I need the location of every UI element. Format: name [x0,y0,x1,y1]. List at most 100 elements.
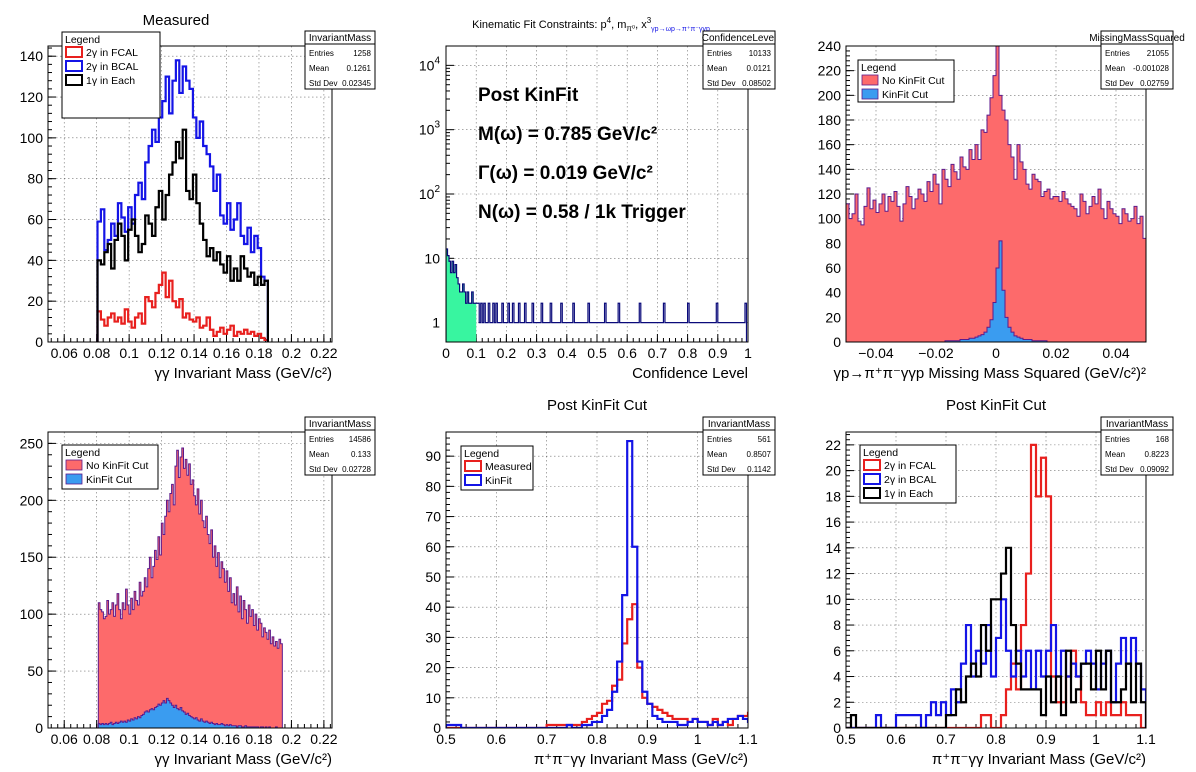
legend-swatch [861,88,879,100]
legend-title: Legend [464,448,499,460]
legend-entry: 2γ in FCAL [86,47,138,59]
series-no-kinfit-cut-area [846,46,1146,342]
x-axis-label: γγ Invariant Mass (GeV/c²) [154,751,332,768]
x-axis-label: γγ Invariant Mass (GeV/c²) [154,365,332,382]
series-2-in-bcal-line [96,59,269,342]
x-tick-label: 1.1 [1136,731,1156,747]
stats-box: InvariantMass Entries 14586 Mean 0.133 Std De… [304,416,376,476]
stats-name: InvariantMass [309,33,371,44]
x-tick-label: 0.14 [180,345,207,361]
y-tick-label: 22 [825,437,841,453]
annotation-text: Γ(ω) = 0.019 GeV/c² [478,163,653,184]
x-tick-label: 0.9 [638,731,658,747]
y-tick-label: 20 [27,293,43,309]
y-tick-label: 102 [419,184,441,202]
annotation-text: M(ω) = 0.785 GeV/c² [478,124,657,145]
x-tick-label: 0.12 [148,345,175,361]
y-tick-label: 30 [425,629,441,645]
panel-5: 0.5 0.6 0.7 0.8 0.9 1 1.1 0 10 20 30 40 50 60 70 80 90 Po… [425,397,776,768]
series-1-in-each-line [846,546,1146,728]
y-tick-label: 6 [833,643,841,659]
stats-key: Entries [1105,49,1130,58]
y-tick-label: 40 [27,252,43,268]
stats-value: 0.02345 [342,79,371,88]
x-tick-label: 0.16 [213,345,240,361]
stats-value: 0.1261 [347,64,372,73]
x-axis-label: π⁺π⁻γγ Invariant Mass (GeV/c²) [534,751,748,768]
y-tick-label: 10 [424,250,440,266]
stats-value: 21055 [1147,49,1170,58]
x-tick-label: 0.8 [587,731,607,747]
legend-entry: No KinFit Cut [86,460,149,472]
stats-key: Std Dev [707,79,735,88]
stats-value: 168 [1156,435,1170,444]
y-tick-label: 100 [818,211,842,227]
series-layer [846,443,1146,728]
stats-key: Std Dev [309,79,337,88]
y-tick-label: 20 [825,309,841,325]
x-tick-label: 0.3 [527,345,547,361]
chart-title: Measured [143,12,210,29]
stats-key: Entries [1105,435,1130,444]
stats-value: 0.8507 [747,450,772,459]
stats-value: 0.09092 [1140,465,1169,474]
x-tick-label: 0.2 [497,345,517,361]
series-layer [846,46,1146,342]
series-2-in-fcal-line [846,443,1146,728]
stats-key: Entries [309,49,334,58]
stats-frame [702,416,776,476]
legend-title: Legend [65,34,100,46]
y-tick-label: 120 [20,89,44,105]
stats-box: MissingMassSquared Entries 21055 Mean -0.001… [1089,30,1185,90]
chart-title: Kinematic Fit Constraints: p4, mπ⁰, x3γp… [472,16,710,33]
y-tick-label: 20 [425,660,441,676]
y-tick-label: 240 [818,38,842,54]
y-tick-label: 140 [20,48,44,64]
series-2-in-fcal-line [96,271,269,342]
panel-3: −0.04 −0.02 0 0.02 0.04 0 20 40 60 80 100 120 140 160… [818,30,1185,382]
stats-frame [702,30,776,90]
x-tick-label: 0.8 [678,345,698,361]
y-tick-label: 100 [20,606,44,622]
x-tick-label: 0 [992,345,1000,361]
x-tick-label: 0.12 [148,731,175,747]
stats-frame [304,416,376,476]
stats-box: InvariantMass Entries 561 Mean 0.8507 Std Dev… [702,416,776,476]
y-tick-label: 150 [20,549,44,565]
legend-swatch [863,473,881,485]
y-tick-label: 0 [833,334,841,350]
y-tick-label: 14 [825,540,841,556]
plot-frame [445,431,749,729]
y-tick-label: 0 [35,334,43,350]
y-tick-label: 0 [433,720,441,736]
series-kinfit-cut-area [97,697,283,728]
plot-frame [47,431,333,729]
stats-frame [1100,30,1174,90]
stats-value: 0.08502 [742,79,771,88]
x-tick-label: 0.1 [466,345,486,361]
stats-key: Mean [1105,64,1125,73]
stats-key: Entries [707,49,732,58]
legend-title: Legend [861,62,896,74]
x-tick-label: 0.08 [83,731,110,747]
y-tick-label: 120 [818,186,842,202]
x-axis-label: γp→π⁺π⁻γγp Missing Mass Squared (GeV/c²)… [834,365,1146,382]
y-tick-label: 60 [425,539,441,555]
x-axis-label: Confidence Level [632,365,748,382]
x-tick-label: 0.5 [436,731,456,747]
x-tick-label: 0.8 [986,731,1006,747]
y-tick-label: 40 [825,285,841,301]
legend-entry: KinFit Cut [86,474,132,486]
stats-value: 0.8223 [1145,450,1170,459]
x-tick-label: 0.22 [310,731,337,747]
legend-swatch [464,460,482,472]
legend-title: Legend [65,447,100,459]
x-tick-label: 0.08 [83,345,110,361]
y-tick-label: 250 [20,435,44,451]
y-tick-label: 100 [20,130,44,146]
legend-entry: 2γ in FCAL [884,460,936,472]
x-tick-label: 1 [694,731,702,747]
